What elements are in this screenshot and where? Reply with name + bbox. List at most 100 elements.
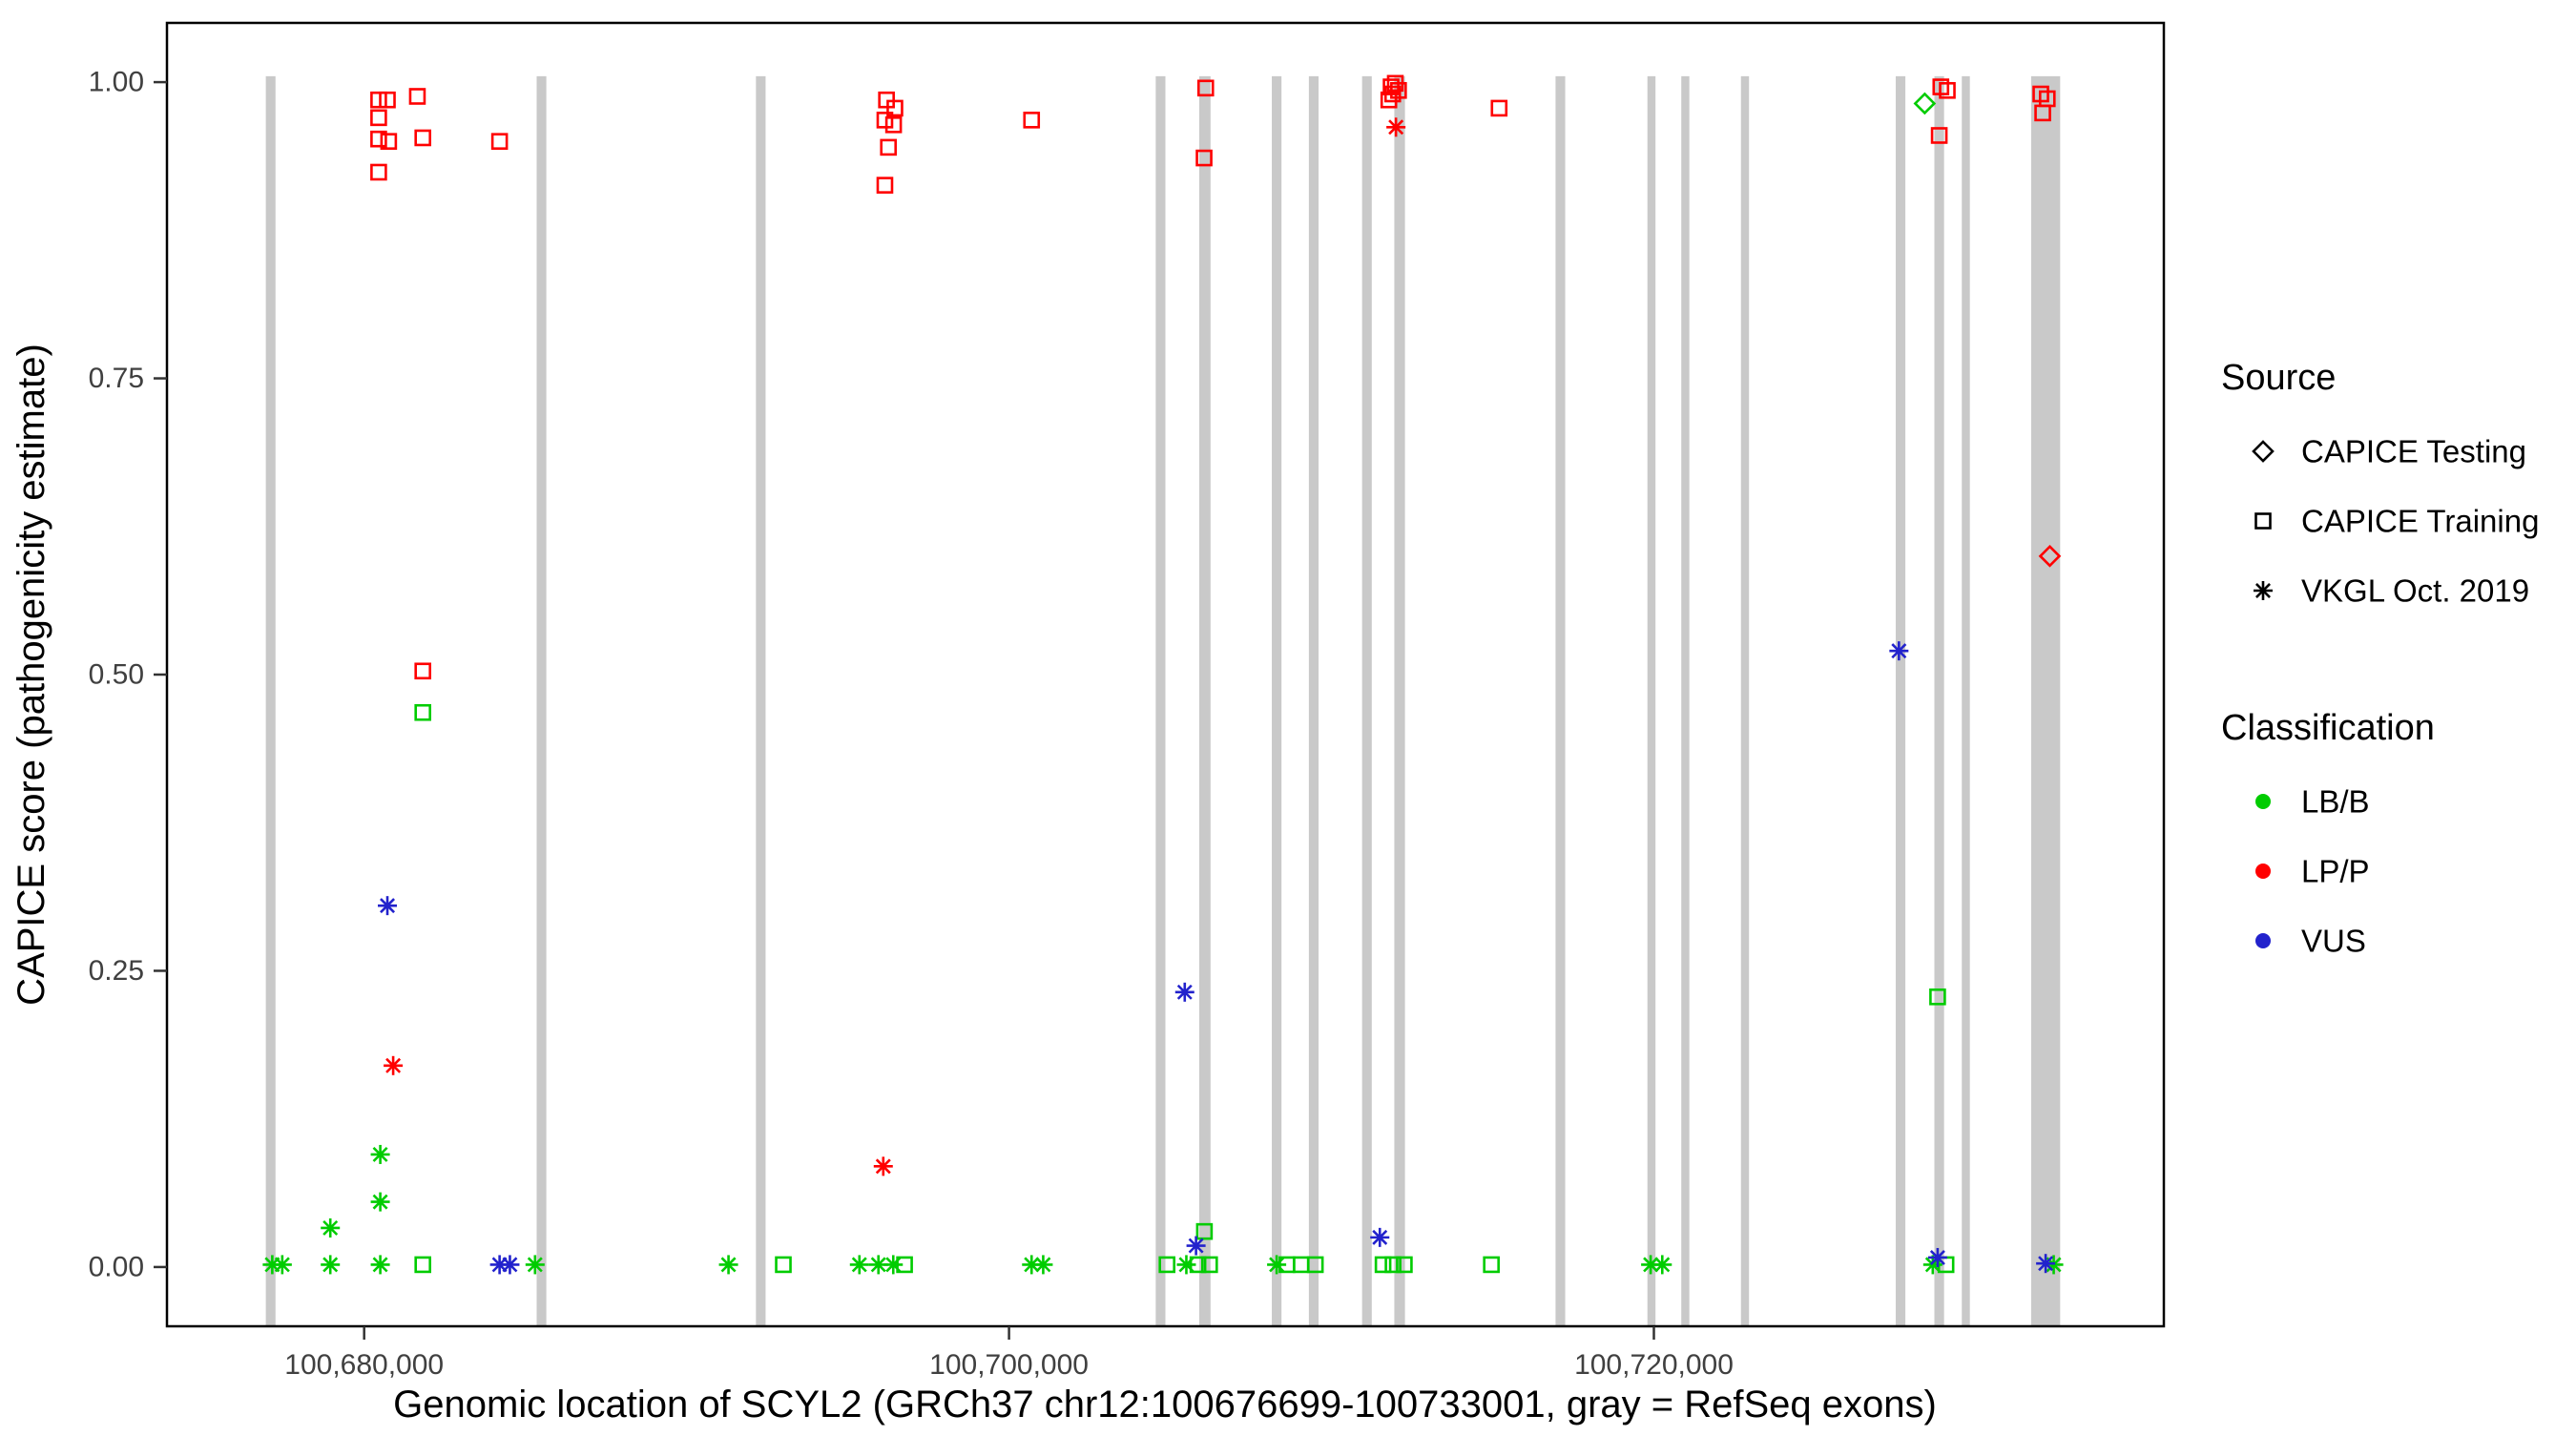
data-point (1889, 641, 1909, 661)
data-point (2034, 104, 2051, 122)
x-axis-title: Genomic location of SCYL2 (GRCh37 chr12:… (393, 1384, 1937, 1426)
y-tick-label: 0.25 (89, 955, 144, 987)
exon-bar (1740, 75, 1750, 1326)
data-point (408, 88, 426, 105)
data-point (876, 112, 894, 129)
exon-bar (1308, 75, 1319, 1326)
data-point (1939, 81, 1956, 99)
exon-bar (1895, 75, 1906, 1326)
legend-classification-label: LP/P (2301, 854, 2370, 889)
legend-classification-item: LP/P (2255, 854, 2370, 889)
legend-source-label: VKGL Oct. 2019 (2301, 573, 2529, 609)
exon-bar (1361, 75, 1372, 1326)
y-tick-label: 1.00 (89, 67, 144, 98)
data-point (2038, 544, 2062, 568)
data-point (2252, 440, 2275, 463)
x-tick-label: 100,720,000 (1574, 1349, 1734, 1381)
legend-color-dot (2255, 794, 2271, 809)
exon-bar (2030, 75, 2061, 1326)
data-point (1913, 92, 1937, 115)
data-point (370, 1144, 390, 1164)
y-axis-title: CAPICE score (pathogenicity estimate) (10, 343, 52, 1006)
data-point (1374, 1256, 1392, 1274)
y-tick-label: 0.00 (89, 1251, 144, 1282)
data-point (1174, 982, 1195, 1002)
data-point (1380, 91, 1398, 109)
legend-classification-label: LB/B (2301, 784, 2370, 820)
legend-source-item: VKGL Oct. 2019 (2254, 573, 2529, 609)
exon-bar (1962, 75, 1970, 1326)
data-point (1023, 112, 1041, 129)
exon-bar (1681, 75, 1690, 1326)
data-point (883, 1255, 904, 1275)
data-point (1390, 81, 1407, 99)
data-point (1483, 1256, 1500, 1274)
data-point (1158, 1256, 1175, 1274)
y-axis: 0.00 0.25 0.50 0.75 1.00 (89, 67, 167, 1282)
data-point (1033, 1255, 1053, 1275)
data-point (1196, 79, 1215, 97)
x-tick-label: 100,700,000 (929, 1349, 1089, 1381)
exon-bar (265, 75, 276, 1326)
data-point (370, 163, 387, 181)
legend-classification-title: Classification (2221, 708, 2435, 748)
data-point (1195, 1222, 1214, 1240)
data-point (370, 1255, 390, 1275)
legend-color-dot (2255, 933, 2271, 948)
exon-bar (1155, 75, 1166, 1326)
legend-source-item: CAPICE Training (2254, 504, 2539, 539)
data-point (873, 1156, 893, 1176)
data-point (1396, 1256, 1413, 1274)
data-point (272, 1255, 292, 1275)
data-point (775, 1256, 792, 1274)
data-point (1929, 988, 1946, 1006)
data-point (1386, 117, 1406, 137)
data-point (884, 115, 903, 134)
data-point (1652, 1255, 1672, 1275)
data-point (414, 1256, 431, 1274)
data-point (379, 91, 396, 109)
legend-source-label: CAPICE Training (2301, 504, 2539, 539)
data-point (1267, 1255, 1287, 1275)
data-point (718, 1255, 738, 1275)
legend-color-dot (2255, 864, 2271, 879)
x-axis: 100,680,000 100,700,000 100,720,000 (284, 1326, 1734, 1381)
data-point (1186, 1236, 1206, 1256)
data-point (876, 177, 894, 194)
data-point (525, 1255, 545, 1275)
exon-bar (1198, 75, 1211, 1326)
exon-bar (1394, 75, 1405, 1326)
legend-classification-label: VUS (2301, 924, 2366, 959)
data-point (1200, 1256, 1218, 1274)
data-point (1195, 149, 1213, 167)
data-point (380, 133, 398, 150)
exon-bar (1934, 75, 1944, 1326)
data-point (370, 109, 387, 127)
data-point (2254, 581, 2273, 600)
data-point (1927, 1247, 1947, 1267)
data-point (370, 130, 387, 148)
legend-source-label: CAPICE Testing (2301, 434, 2526, 469)
legend-source-title: Source (2221, 358, 2336, 398)
data-point (1176, 1255, 1196, 1275)
data-point (2036, 1254, 2056, 1274)
y-tick-label: 0.75 (89, 363, 144, 394)
legend: Source CAPICE Testing CAPICE Training VKGL … (2221, 358, 2539, 959)
exons-layer (265, 75, 2061, 1326)
data-point (384, 1055, 404, 1075)
data-point (321, 1217, 341, 1238)
legend-classification-item: VUS (2255, 924, 2366, 959)
data-point (370, 91, 387, 109)
legend-source-item: CAPICE Testing (2252, 434, 2526, 469)
data-point (880, 138, 897, 156)
data-point (849, 1255, 869, 1275)
data-point (1306, 1256, 1324, 1274)
legend-classification-item: LB/B (2255, 784, 2370, 820)
data-point (490, 133, 509, 150)
exon-bar (1272, 75, 1282, 1326)
data-point (1930, 127, 1948, 144)
data-point (378, 896, 398, 916)
data-point (414, 703, 431, 721)
